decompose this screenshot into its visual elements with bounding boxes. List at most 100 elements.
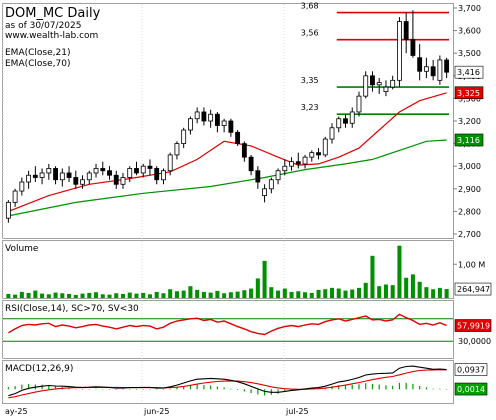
volume-bar xyxy=(147,294,152,298)
macd-hist-last-box xyxy=(454,382,488,396)
macd-hist-bar xyxy=(169,388,171,390)
volume-bar xyxy=(323,289,328,298)
volume-last-label: 264,947 xyxy=(457,285,490,294)
volume-bar xyxy=(444,289,449,298)
macd-hist-bar xyxy=(21,384,23,390)
macd-hist-bar xyxy=(210,385,212,390)
candle-body xyxy=(127,168,133,178)
candle-body xyxy=(73,177,79,185)
rsi-last-box xyxy=(454,319,492,332)
candle-body xyxy=(295,161,301,165)
last-value-label: 3,325 xyxy=(457,89,480,98)
macd-hist-bar xyxy=(81,389,84,390)
candle-body xyxy=(444,59,450,73)
volume-bar xyxy=(6,293,11,298)
price-layer: 3,68 3,56 3,35 3,23 xyxy=(5,2,450,223)
candle-body xyxy=(26,174,32,183)
macd-line xyxy=(8,365,447,397)
price-tick-label: 3,500 xyxy=(458,49,481,58)
macd-title: MACD(12,26,9) xyxy=(5,364,73,374)
volume-bar xyxy=(19,291,24,298)
x-tick-label: jun-25 xyxy=(143,407,169,416)
level-label: 3,35 xyxy=(301,76,319,85)
volume-bar xyxy=(161,293,166,298)
candle-body xyxy=(241,143,247,158)
macd-hist-bar xyxy=(196,384,198,390)
macd-hist-bar xyxy=(88,389,90,390)
volume-bar xyxy=(255,278,260,298)
volume-bar xyxy=(417,281,422,298)
candle-body xyxy=(376,82,382,86)
rsi-panel-frame xyxy=(2,300,454,359)
last-value-box xyxy=(454,86,484,100)
macd-hist-bar xyxy=(122,389,124,390)
macd-hist-bar xyxy=(446,389,448,390)
macd-hist-bar xyxy=(250,389,252,394)
macd-hist-bar xyxy=(358,384,360,390)
volume-bar xyxy=(269,287,274,298)
volume-bar xyxy=(107,294,112,298)
volume-bar xyxy=(127,292,132,298)
volume-bar xyxy=(377,286,382,298)
candle-body xyxy=(113,174,119,185)
macd-hist-bar xyxy=(412,383,414,390)
candle-body xyxy=(248,156,254,172)
volume-bar xyxy=(114,293,119,298)
macd-hist-bar xyxy=(338,385,340,390)
volume-bar xyxy=(120,293,126,298)
candle-body xyxy=(181,129,187,144)
grid-layer xyxy=(2,4,285,403)
volume-bar xyxy=(249,288,254,298)
macd-hist-bar xyxy=(108,389,111,390)
macd-hist-bar xyxy=(432,388,434,390)
candle-body xyxy=(59,172,65,181)
candle-body xyxy=(336,118,342,129)
macd-hist-bar xyxy=(284,389,286,393)
candle-body xyxy=(262,188,268,196)
candle-body xyxy=(134,168,139,174)
x-tick-label: jul-25 xyxy=(285,407,309,416)
macd-hist-bar xyxy=(7,387,9,390)
candle-body xyxy=(66,172,72,178)
chart-title: DOM_MC Daily xyxy=(5,6,101,21)
macd-hist-bar xyxy=(243,389,245,392)
macd-hist-bar xyxy=(54,386,57,390)
macd-hist-bar xyxy=(14,386,16,390)
candle-body xyxy=(356,95,362,113)
volume-bar xyxy=(181,290,186,298)
rsi-last-label: 57,9919 xyxy=(457,322,490,331)
candle-body xyxy=(309,152,315,158)
candle-body xyxy=(329,127,335,140)
macd-layer xyxy=(7,365,448,399)
macd-hist-bar xyxy=(263,389,266,396)
macd-hist-bar xyxy=(419,385,421,390)
candle-body xyxy=(208,113,214,122)
volume-bar xyxy=(316,289,321,298)
macd-hist-bar xyxy=(398,382,401,390)
macd-hist-bar xyxy=(27,384,30,390)
price-tick-label: 3,600 xyxy=(458,27,481,36)
volume-bar xyxy=(228,292,233,298)
candle-body xyxy=(19,181,25,192)
candle-body xyxy=(107,170,112,176)
macd-hist-bar xyxy=(95,388,97,390)
candle-body xyxy=(53,168,58,181)
macd-hist-bar xyxy=(68,388,70,390)
macd-hist-bar xyxy=(378,384,380,390)
price-tick-label: 3,200 xyxy=(458,117,481,126)
candle-body xyxy=(120,177,126,185)
candle-body xyxy=(316,152,321,156)
volume-bar xyxy=(282,288,287,298)
macd-hist-bar xyxy=(115,389,117,390)
volume-bar xyxy=(296,291,301,298)
macd-last-box xyxy=(454,363,488,376)
volume-bar xyxy=(13,294,18,298)
candle-body xyxy=(363,75,369,97)
last-value-label: 3,116 xyxy=(457,136,480,145)
macd-hist-bar xyxy=(237,389,239,390)
macd-hist-bar xyxy=(392,385,394,390)
candle-body xyxy=(167,154,173,172)
candle-body xyxy=(437,59,443,81)
candle-body xyxy=(228,120,234,133)
